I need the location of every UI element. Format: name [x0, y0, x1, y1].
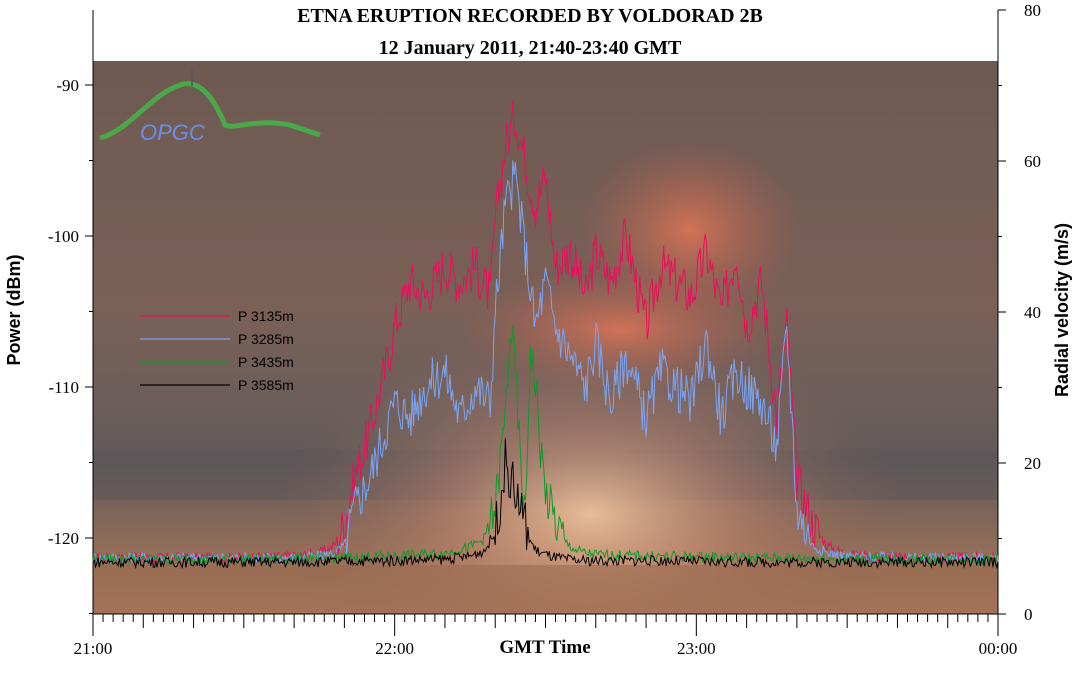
legend-label: P 3435m	[238, 354, 294, 370]
opgc-logo: OPGC	[99, 70, 321, 145]
legend-label: P 3585m	[238, 377, 294, 393]
y-left-tick-label: -90	[56, 76, 79, 95]
y-left-tick-label: -110	[48, 378, 79, 397]
y-axis-left-label: Power (dBm)	[4, 254, 24, 365]
y-right-tick-label: 0	[1024, 605, 1033, 624]
y-right-tick-label: 80	[1024, 1, 1041, 20]
y-right-tick-label: 60	[1024, 152, 1041, 171]
x-tick-label: 22:00	[375, 639, 414, 658]
background-photo	[93, 61, 998, 614]
x-tick-label: 21:00	[74, 639, 113, 658]
y-left-tick-label: -100	[48, 227, 79, 246]
logo-text: OPGC	[140, 120, 205, 145]
legend-label: P 3135m	[238, 308, 294, 324]
legend-label: P 3285m	[238, 331, 294, 347]
y-axis-right-label: Radial velocity (m/s)	[1052, 223, 1072, 397]
y-right-tick-label: 40	[1024, 303, 1041, 322]
legend: P 3135m P 3285m P 3435m P 3585m	[140, 308, 294, 393]
axes: -90 -100 -110 -120 0 20 40 60 80 21:00 22:00 23:00 0…	[48, 1, 1041, 658]
series	[92, 100, 999, 570]
x-tick-label: 00:00	[979, 639, 1018, 658]
chart-title: ETNA ERUPTION RECORDED BY VOLDORAD 2B	[297, 5, 763, 27]
series-line-4	[92, 438, 999, 570]
y-right-tick-label: 20	[1024, 454, 1041, 473]
y-left-tick-label: -120	[48, 529, 79, 548]
chart-subtitle: 12 January 2011, 21:40-23:40 GMT	[379, 37, 682, 59]
x-tick-label: 23:00	[677, 639, 716, 658]
x-axis-label: GMT Time	[499, 637, 590, 658]
series-line-3	[92, 326, 999, 566]
